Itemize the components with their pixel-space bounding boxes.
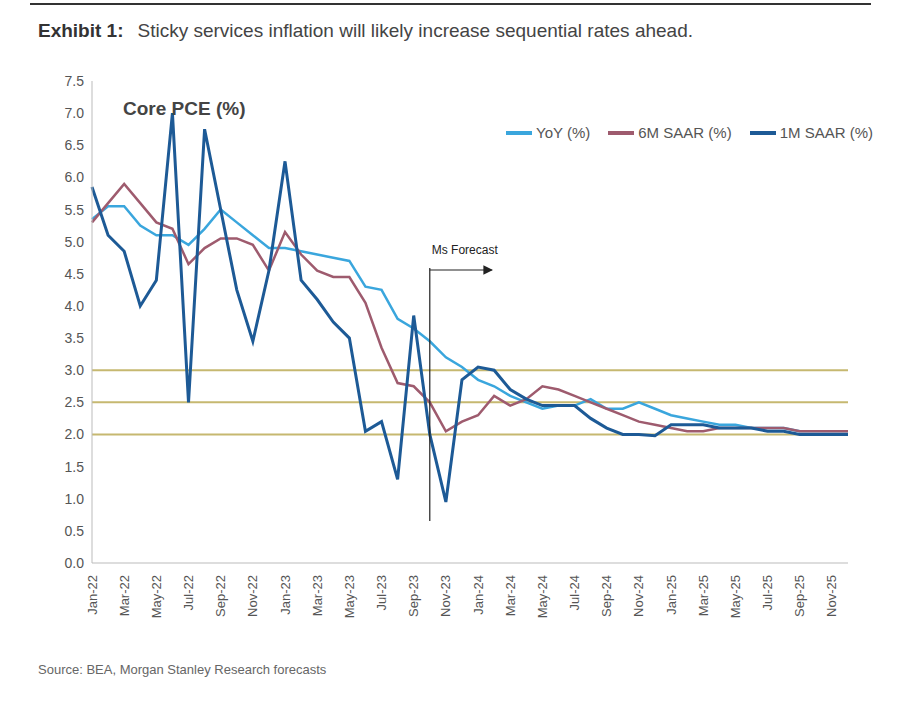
svg-text:Nov-23: Nov-23 <box>438 575 453 617</box>
svg-text:Jan-23: Jan-23 <box>278 575 293 615</box>
svg-text:3.5: 3.5 <box>65 330 85 346</box>
svg-text:5.0: 5.0 <box>65 234 85 250</box>
svg-text:Nov-25: Nov-25 <box>824 575 839 617</box>
svg-text:Jan-25: Jan-25 <box>664 575 679 615</box>
svg-text:Jul-22: Jul-22 <box>181 575 196 610</box>
html-text:Source: BEA, Morgan Stanley Re: Source: BEA, Morgan Stanley Research for… <box>38 662 327 677</box>
svg-text:7.0: 7.0 <box>65 105 85 121</box>
svg-text:Mar-23: Mar-23 <box>310 575 325 616</box>
html-text:Core PCE (%): Core PCE (%) <box>123 98 246 119</box>
html-text:6M SAAR (%): 6M SAAR (%) <box>638 124 732 141</box>
svg-text:May-24: May-24 <box>535 575 550 618</box>
svg-text:Jul-23: Jul-23 <box>374 575 389 610</box>
svg-text:Nov-22: Nov-22 <box>245 575 260 617</box>
svg-text:Jul-24: Jul-24 <box>567 575 582 610</box>
svg-text:Mar-24: Mar-24 <box>503 575 518 616</box>
svg-text:0.0: 0.0 <box>65 555 85 571</box>
svg-text:6.5: 6.5 <box>65 137 85 153</box>
svg-text:Sep-22: Sep-22 <box>213 575 228 617</box>
svg-text:Mar-22: Mar-22 <box>117 575 132 616</box>
svg-text:Sep-23: Sep-23 <box>406 575 421 617</box>
html-text:Exhibit 1:: Exhibit 1: <box>38 20 124 41</box>
svg-text:2.5: 2.5 <box>65 394 85 410</box>
svg-text:6.0: 6.0 <box>65 169 85 185</box>
svg-text:Jul-25: Jul-25 <box>760 575 775 610</box>
svg-text:2.0: 2.0 <box>65 426 85 442</box>
html-text:Sticky services inflation will: Sticky services inflation will likely in… <box>137 20 693 41</box>
svg-text:Jan-24: Jan-24 <box>471 575 486 615</box>
svg-text:Sep-24: Sep-24 <box>599 575 614 617</box>
svg-text:5.5: 5.5 <box>65 202 85 218</box>
svg-text:Ms Forecast: Ms Forecast <box>432 243 499 257</box>
svg-text:Mar-25: Mar-25 <box>696 575 711 616</box>
svg-text:0.5: 0.5 <box>65 523 85 539</box>
svg-text:May-23: May-23 <box>342 575 357 618</box>
svg-text:Jan-22: Jan-22 <box>85 575 100 615</box>
html-text:YoY (%): YoY (%) <box>536 124 591 141</box>
svg-text:3.0: 3.0 <box>65 362 85 378</box>
svg-text:1.0: 1.0 <box>65 491 85 507</box>
svg-text:May-22: May-22 <box>149 575 164 618</box>
svg-text:May-25: May-25 <box>728 575 743 618</box>
svg-text:7.5: 7.5 <box>65 73 85 89</box>
svg-text:4.0: 4.0 <box>65 298 85 314</box>
html-text:1M SAAR (%): 1M SAAR (%) <box>779 124 873 141</box>
svg-text:Sep-25: Sep-25 <box>792 575 807 617</box>
svg-text:4.5: 4.5 <box>65 266 85 282</box>
svg-text:Nov-24: Nov-24 <box>631 575 646 617</box>
svg-text:1.5: 1.5 <box>65 459 85 475</box>
